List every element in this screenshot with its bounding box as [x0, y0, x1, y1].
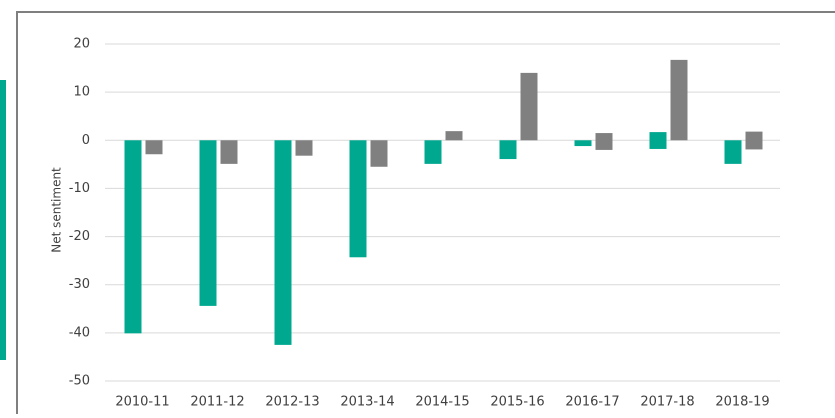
bar	[295, 140, 313, 156]
bar	[745, 131, 763, 150]
y-tick-label: -50	[69, 374, 90, 389]
bar	[445, 131, 463, 141]
y-tick-label: -20	[69, 229, 90, 244]
x-tick-label: 2015-16	[490, 395, 544, 410]
x-tick-label: 2016-17	[565, 395, 619, 410]
x-tick-label: 2018-19	[715, 395, 769, 410]
bar	[370, 140, 388, 167]
bar	[670, 59, 688, 141]
x-tick-label: 2017-18	[640, 395, 694, 410]
bar	[574, 140, 592, 147]
bar	[649, 132, 667, 149]
bar	[520, 72, 538, 141]
y-axis-title: Net sentiment	[50, 167, 64, 253]
x-tick-label: 2013-14	[340, 395, 394, 410]
y-tick-label: -30	[69, 277, 90, 292]
y-tick-label: 10	[73, 85, 90, 100]
y-tick-label: -10	[69, 181, 90, 196]
bar	[124, 140, 142, 334]
bar	[274, 140, 292, 345]
x-tick-label: 2011-12	[190, 395, 244, 410]
bar	[145, 140, 163, 155]
bar	[199, 140, 217, 306]
bar	[595, 133, 613, 150]
bar	[424, 140, 442, 164]
x-tick-label: 2012-13	[265, 395, 319, 410]
x-tick-label: 2014-15	[415, 395, 469, 410]
bar	[724, 140, 742, 164]
bar	[349, 140, 367, 258]
bar	[220, 140, 238, 164]
y-tick-label: -40	[69, 325, 90, 340]
side-accent	[0, 80, 6, 360]
y-tick-label: 0	[82, 133, 90, 148]
bar	[499, 140, 517, 160]
y-tick-label: 20	[73, 37, 90, 52]
frame	[16, 11, 835, 414]
x-tick-label: 2010-11	[115, 395, 169, 410]
